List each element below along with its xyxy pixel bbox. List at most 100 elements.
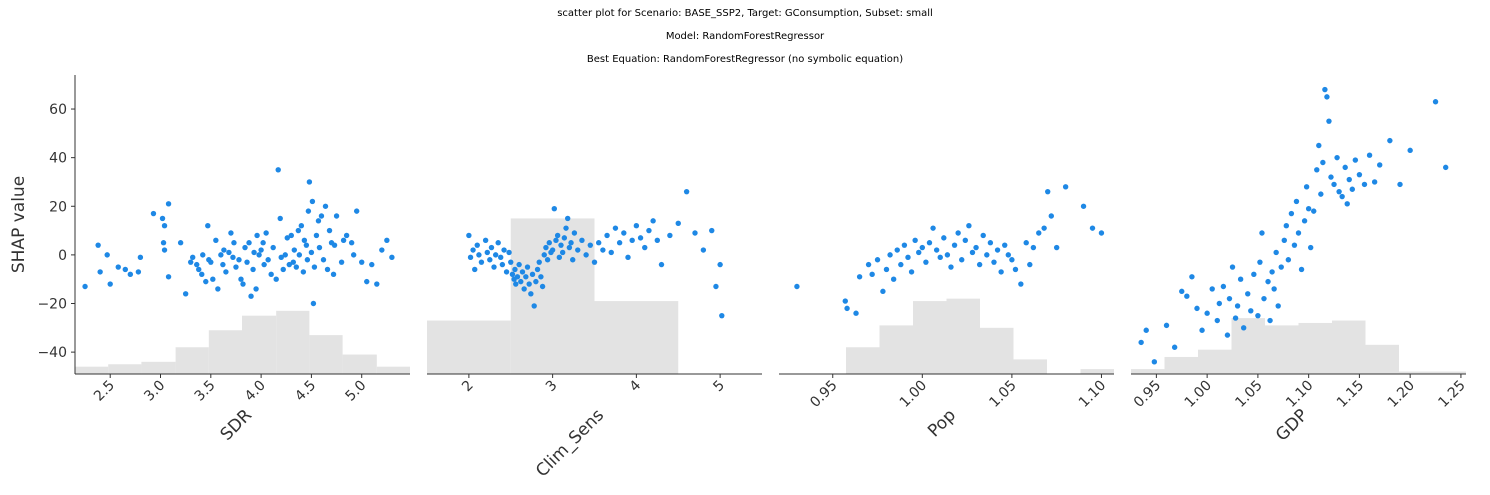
data-point	[226, 249, 232, 256]
data-point	[1331, 181, 1337, 188]
data-point	[389, 254, 395, 261]
data-point	[976, 261, 983, 268]
data-point	[1318, 191, 1324, 197]
data-point	[554, 232, 561, 239]
data-point	[984, 252, 990, 258]
data-point	[646, 227, 652, 234]
data-point	[107, 281, 113, 287]
data-point	[343, 232, 350, 239]
data-point	[1298, 266, 1305, 273]
data-point	[1344, 201, 1350, 207]
data-point	[318, 213, 325, 219]
data-point	[326, 227, 333, 234]
data-point	[466, 232, 472, 239]
data-point	[324, 266, 331, 273]
data-point	[384, 237, 390, 244]
data-point	[1342, 164, 1348, 171]
x-tick-label: 1.05	[1232, 378, 1265, 411]
data-point	[571, 230, 578, 236]
histogram-bar	[108, 364, 142, 374]
data-point	[1328, 174, 1334, 180]
data-point	[1278, 264, 1284, 270]
data-point	[261, 261, 267, 268]
data-point	[1053, 244, 1060, 251]
x-tick-label: 1.25	[1435, 378, 1468, 411]
data-point	[633, 223, 640, 229]
data-point	[621, 230, 627, 236]
histogram-bar	[241, 315, 277, 374]
data-point	[516, 261, 522, 268]
data-point	[587, 242, 594, 248]
data-point	[215, 286, 221, 292]
data-point	[637, 235, 644, 241]
data-point	[544, 257, 551, 263]
data-point	[901, 242, 908, 248]
data-point	[1240, 325, 1247, 331]
data-point	[472, 266, 478, 273]
data-point	[291, 247, 298, 253]
data-point	[1275, 303, 1281, 309]
x-axis-label: Clim_Sens	[532, 405, 608, 481]
x-tick-label: 1.00	[897, 378, 930, 411]
data-point	[338, 259, 345, 265]
data-point	[1322, 86, 1328, 93]
data-point	[1171, 344, 1178, 350]
data-point	[476, 252, 482, 258]
histogram-bar	[1432, 371, 1466, 374]
data-point	[482, 237, 489, 244]
data-point	[484, 249, 490, 256]
data-point	[1251, 271, 1257, 278]
data-point	[650, 218, 656, 224]
data-point	[629, 237, 635, 244]
data-point	[538, 274, 544, 280]
data-point	[301, 237, 308, 244]
x-tick-label: 4.5	[292, 378, 319, 405]
data-point	[865, 261, 872, 268]
data-point	[991, 259, 997, 265]
data-point	[558, 242, 564, 248]
histogram-bar	[594, 301, 679, 374]
data-point	[894, 247, 900, 253]
data-point	[919, 244, 926, 251]
y-tick-label: 20	[49, 199, 67, 215]
data-point	[316, 244, 323, 251]
data-point	[1293, 198, 1300, 205]
data-point	[1407, 147, 1413, 154]
data-point	[1041, 225, 1047, 231]
data-point	[513, 281, 519, 287]
x-tick-label: 0.95	[1131, 378, 1164, 411]
data-point	[509, 271, 516, 278]
data-point	[869, 271, 875, 278]
data-point	[265, 257, 271, 263]
data-point	[240, 281, 246, 287]
data-point	[1377, 162, 1383, 168]
x-axis-label: SDR	[217, 405, 257, 445]
data-point	[930, 225, 936, 231]
data-point	[348, 240, 355, 246]
data-point	[1356, 171, 1363, 178]
data-point	[260, 240, 266, 246]
data-point	[165, 274, 172, 280]
data-point	[284, 235, 290, 241]
data-point	[600, 247, 606, 253]
data-point	[190, 254, 196, 261]
subplot-clim-sens: 2 3 4 5 Clim_Sens	[427, 188, 762, 481]
data-point	[288, 232, 294, 239]
data-point	[82, 283, 88, 290]
data-point	[251, 249, 257, 256]
data-point	[933, 247, 940, 253]
y-tick-label: 40	[49, 151, 67, 167]
data-point	[303, 242, 310, 248]
data-point	[1194, 305, 1200, 312]
data-point	[1245, 291, 1251, 297]
data-point	[200, 252, 206, 258]
data-point	[196, 266, 202, 273]
data-point	[948, 264, 954, 270]
data-point	[583, 252, 589, 258]
data-point	[908, 269, 915, 275]
data-point	[1255, 312, 1261, 319]
data-point	[612, 225, 619, 231]
data-point	[536, 259, 542, 265]
data-point	[1267, 317, 1273, 324]
data-point	[1098, 230, 1105, 236]
